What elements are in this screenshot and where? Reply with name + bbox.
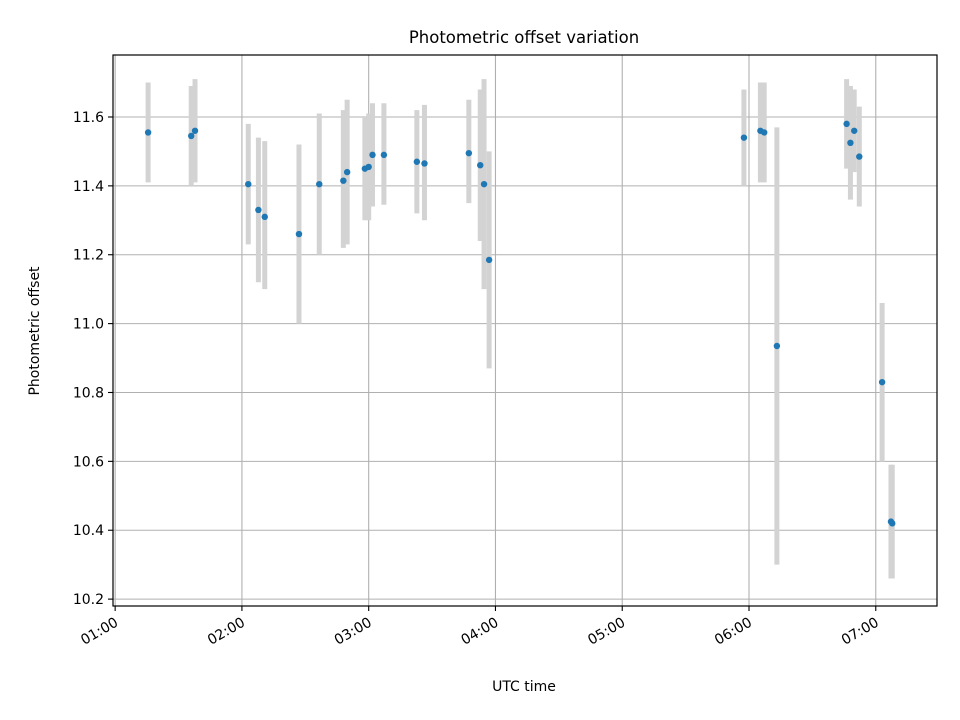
y-tick-label: 11.2 bbox=[73, 248, 104, 264]
data-point bbox=[340, 177, 347, 184]
data-point bbox=[316, 180, 323, 188]
data-point bbox=[413, 158, 421, 165]
chart-title: Photometric offset variation bbox=[409, 28, 639, 47]
y-tick-label: 11.0 bbox=[73, 317, 104, 333]
data-point bbox=[365, 163, 372, 171]
data-point bbox=[144, 129, 152, 136]
data-point bbox=[380, 151, 388, 159]
data-point bbox=[889, 520, 896, 527]
data-point bbox=[188, 132, 195, 140]
y-tick-label: 10.4 bbox=[73, 523, 104, 539]
data-point bbox=[740, 134, 748, 141]
data-point bbox=[343, 168, 351, 176]
data-point bbox=[843, 120, 850, 128]
y-axis-label: Photometric offset bbox=[27, 266, 43, 396]
x-axis-label: UTC time bbox=[492, 679, 556, 695]
data-point bbox=[878, 378, 886, 386]
data-point bbox=[773, 342, 781, 350]
data-point bbox=[369, 151, 376, 159]
y-tick-label: 10.8 bbox=[73, 385, 104, 401]
data-point bbox=[847, 139, 854, 147]
data-point bbox=[477, 162, 484, 169]
y-tick-label: 10.6 bbox=[73, 454, 104, 470]
point-layer bbox=[144, 120, 896, 527]
data-point bbox=[245, 180, 252, 188]
data-point bbox=[261, 213, 268, 221]
data-point bbox=[856, 153, 863, 160]
plot-frame bbox=[112, 54, 938, 607]
data-point bbox=[191, 127, 199, 134]
y-tick-label: 11.6 bbox=[73, 110, 104, 126]
data-point bbox=[421, 160, 428, 167]
data-point bbox=[480, 180, 488, 188]
data-point bbox=[851, 127, 858, 134]
data-point bbox=[465, 149, 473, 157]
y-tick-label: 10.2 bbox=[73, 592, 104, 608]
data-point bbox=[295, 230, 303, 238]
data-point bbox=[485, 256, 493, 264]
data-point bbox=[255, 206, 262, 214]
y-tick-label: 11.4 bbox=[73, 179, 104, 195]
data-point bbox=[761, 129, 768, 136]
